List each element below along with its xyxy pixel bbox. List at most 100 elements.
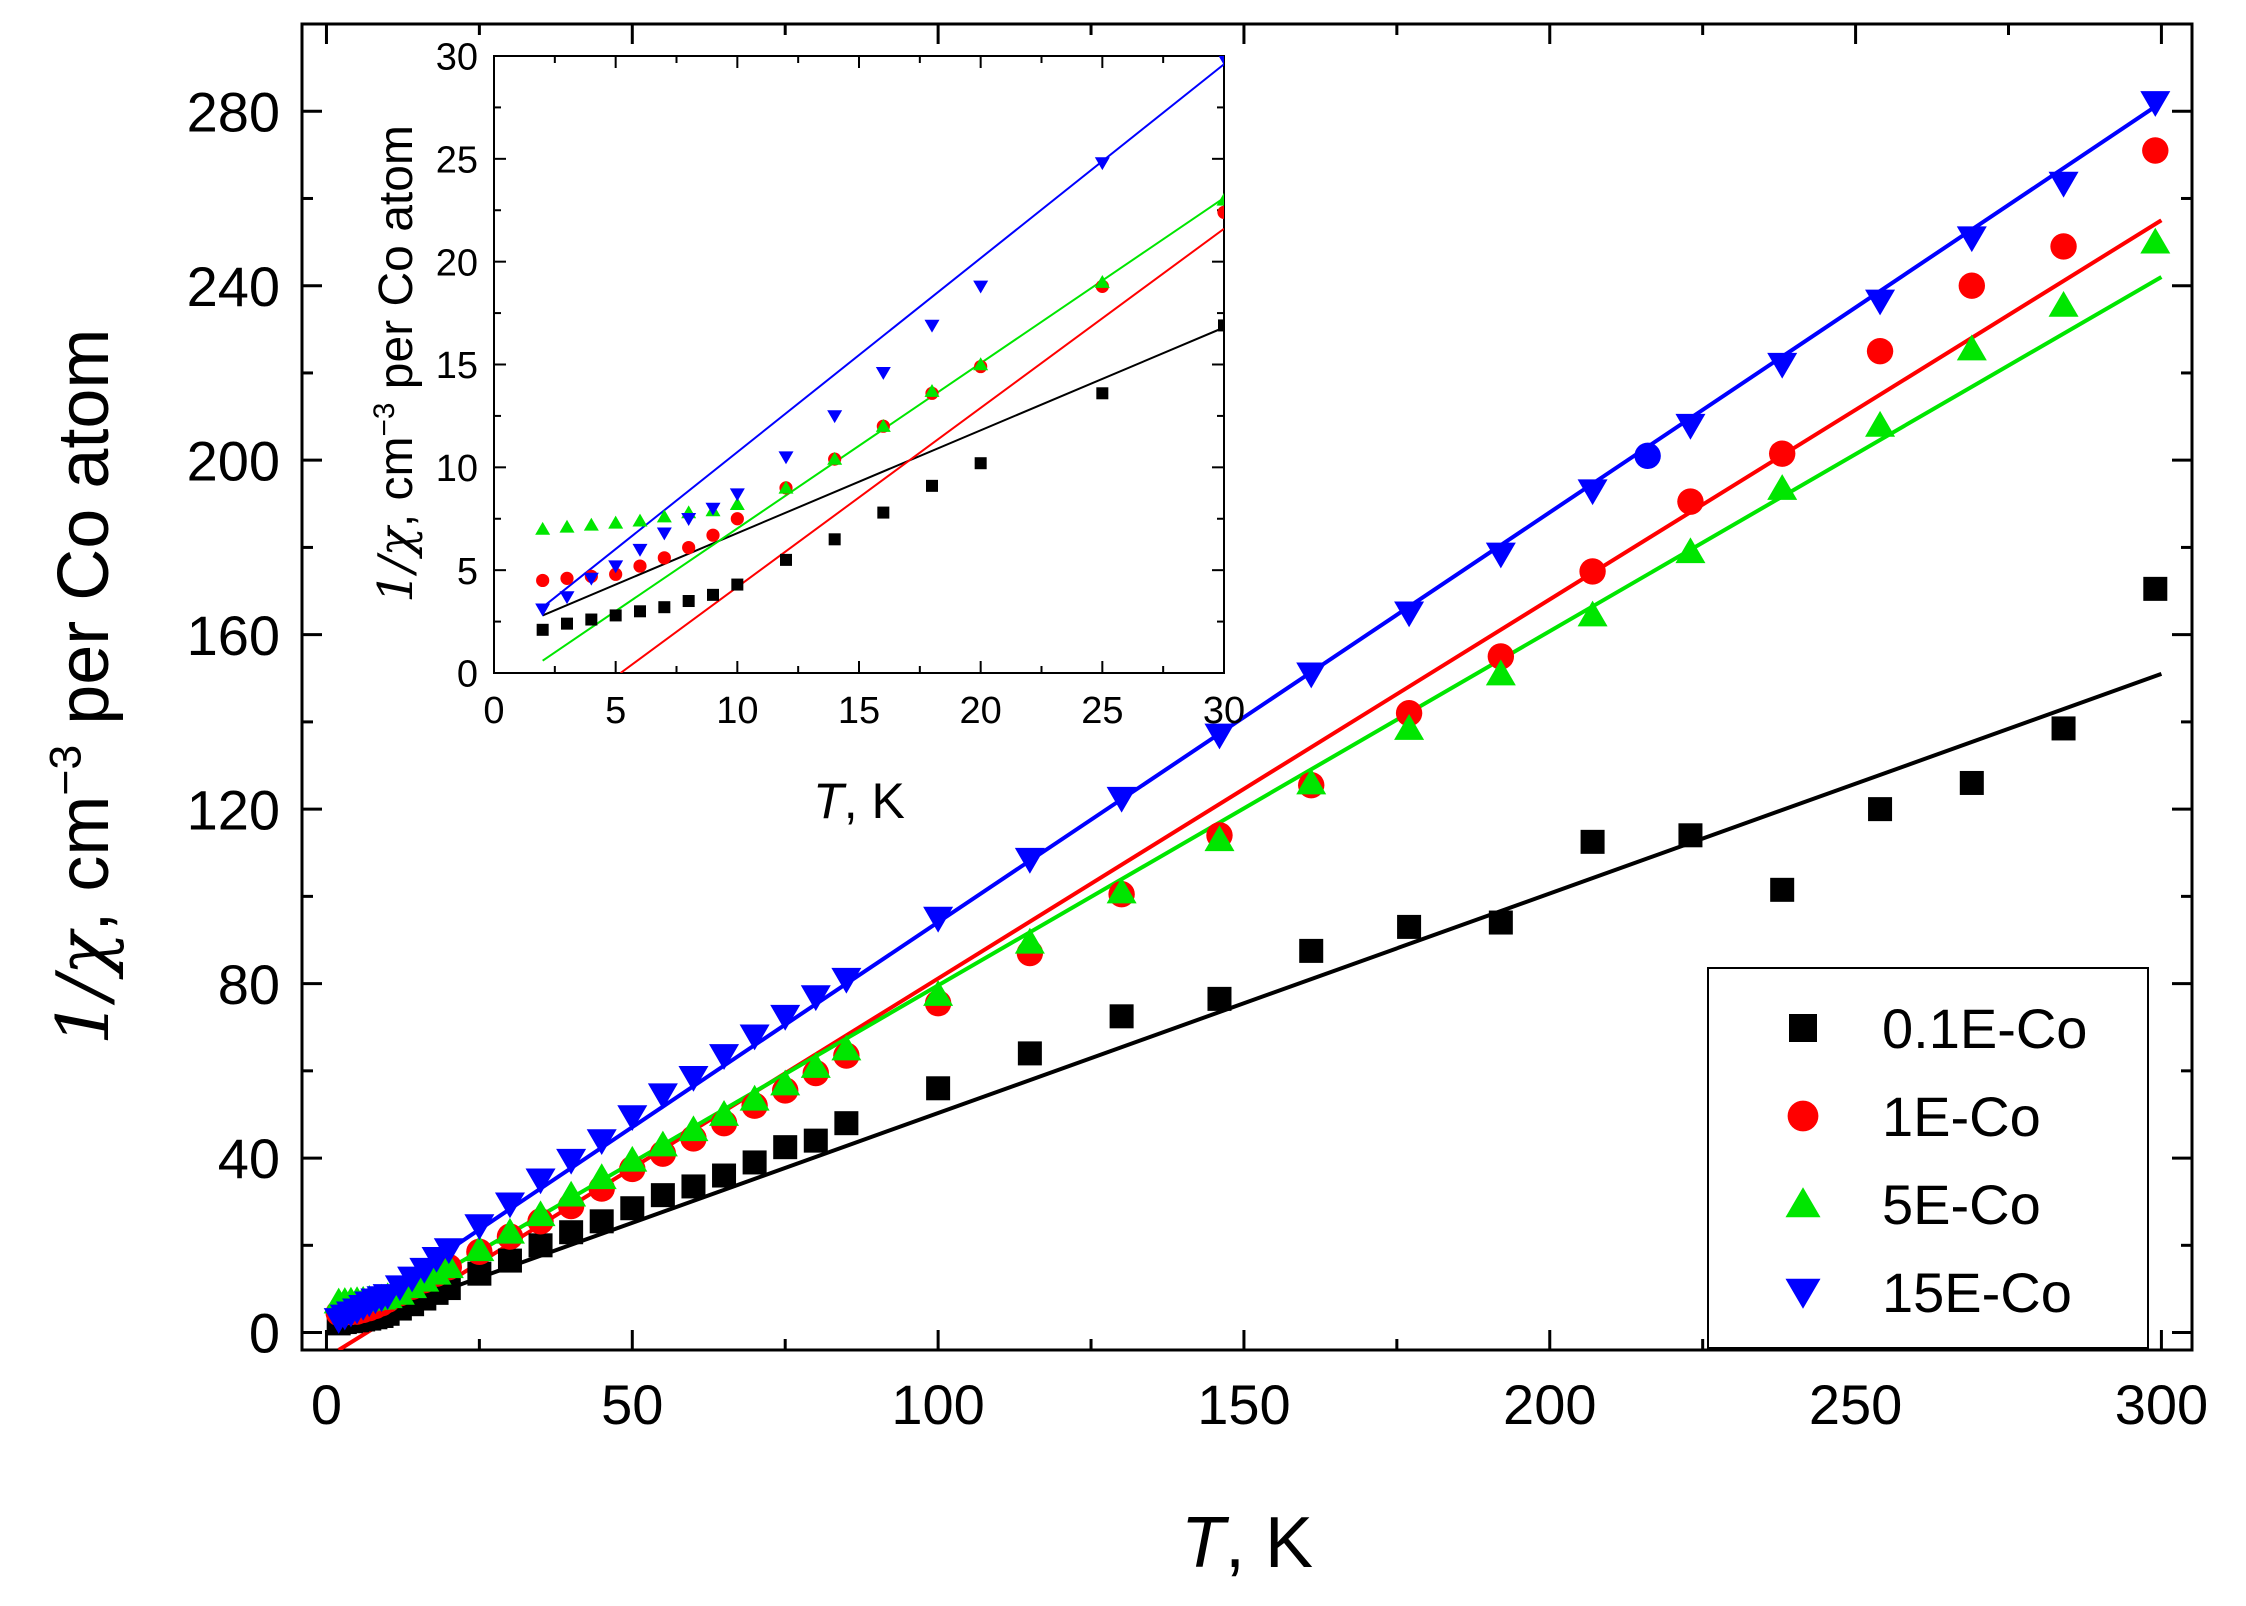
main-point-0.1E-Co [559,1220,584,1245]
main-y-tick-label: 240 [187,255,280,318]
inset-point-0.1E-Co [926,479,938,492]
main-point-5E-Co [1296,768,1327,795]
main-point-5E-Co [2048,290,2079,317]
main-extra-point [1634,442,1661,470]
main-point-5E-Co [1956,334,1987,361]
main-point-5E-Co [586,1163,617,1190]
inset-point-15E-Co [583,572,599,586]
inset-point-5E-Co [973,357,989,371]
inset-y-tick-label: 20 [436,242,478,284]
inset-point-0.1E-Co [707,588,719,601]
inset-series-0.1E-Co [536,319,1224,636]
inset-point-5E-Co [559,519,575,533]
main-point-5E-Co [617,1145,648,1172]
inset-fit-line-0.1E-Co [542,326,1224,617]
inset-series-5E-Co [535,192,1224,535]
main-point-0.1E-Co [2143,576,2168,601]
inset-point-15E-Co [875,367,891,380]
inset-point-5E-Co [1094,275,1110,288]
main-point-0.1E-Co [1580,829,1605,854]
main-point-0.1E-Co [1397,914,1422,939]
inset-point-1E-Co [609,567,623,581]
inset-fit-line-1E-Co [619,227,1224,673]
main-point-15E-Co [2140,91,2171,117]
inset-point-1E-Co [730,512,744,526]
main-point-0.1E-Co [742,1150,767,1175]
main-y-tick-label: 200 [187,429,280,492]
main-point-15E-Co [647,1083,678,1110]
main-point-15E-Co [831,967,862,994]
main-point-15E-Co [525,1168,556,1195]
main-point-15E-Co [709,1044,740,1070]
main-point-15E-Co [739,1024,770,1051]
main-point-0.1E-Co [1770,877,1795,902]
inset-point-15E-Co [827,410,843,424]
inset-point-15E-Co [632,543,648,557]
axis-labels: T, K 1/χ, cm−3 per Co atom T, K 1/χ, cm−3 p… [41,125,1313,1583]
legend-marker-5E-Co [1785,1187,1821,1218]
main-point-15E-Co [1577,479,1608,506]
inset-point-5E-Co [827,451,843,465]
main-point-15E-Co [464,1214,495,1241]
main-y-tick-label: 80 [218,953,280,1016]
inset-point-0.1E-Co [828,533,841,546]
main-point-0.1E-Co [773,1135,798,1160]
main-point-0.1E-Co [650,1183,675,1208]
inset-point-15E-Co [535,603,551,617]
main-point-0.1E-Co [834,1111,859,1136]
inset-point-0.1E-Co [585,613,598,626]
inset-point-5E-Co [1216,192,1224,206]
main-point-0.1E-Co [803,1128,828,1153]
main-point-0.1E-Co [1678,823,1703,848]
inset-point-0.1E-Co [536,623,549,636]
main-point-5E-Co [1577,600,1608,627]
main-point-5E-Co [1675,537,1706,564]
main-point-0.1E-Co [712,1163,737,1188]
inset-background [494,56,1224,673]
main-point-0.1E-Co [1207,986,1232,1011]
legend: 0.1E-Co 1E-Co 5E-Co 15E-Co [1707,967,2149,1349]
main-point-0.1E-Co [1488,910,1513,935]
main-x-tick-label: 0 [311,1373,342,1436]
main-y-tick-label: 160 [187,604,280,667]
main-point-15E-Co [1767,352,1798,379]
main-y-axis-title: 1/χ, cm−3 per Co atom [41,329,125,1046]
inset-x-tick-label: 20 [960,690,1002,732]
inset-series-15E-Co [535,56,1224,617]
main-x-tick-label: 50 [601,1373,663,1436]
main-point-0.1E-Co [589,1209,614,1234]
inset-point-0.1E-Co [682,595,695,608]
main-point-5E-Co [525,1200,556,1227]
inset-point-0.1E-Co [877,506,890,519]
main-point-15E-Co [617,1105,648,1132]
main-point-15E-Co [770,1004,801,1031]
main-point-15E-Co [800,985,831,1012]
inset-x-tick-label: 30 [1203,690,1245,732]
inset-y-tick-label: 0 [457,654,478,696]
inset-point-15E-Co [681,513,697,526]
inset-y-tick-label: 5 [457,551,478,593]
inset-y-axis-title: 1/χ, cm−3 per Co atom [368,125,424,603]
main-x-tick-label: 200 [1503,1373,1596,1436]
inset-point-0.1E-Co [561,617,573,630]
legend-label: 1E-Co [1882,1085,2041,1148]
inset-point-1E-Co [536,573,550,588]
main-point-15E-Co [923,906,954,933]
main-x-tick-label: 150 [1197,1373,1290,1436]
main-point-0.1E-Co [1017,1041,1042,1066]
main-point-5E-Co [770,1069,801,1096]
main-point-1E-Co [1487,643,1515,670]
inset-point-15E-Co [778,451,794,465]
main-point-1E-Co [1579,558,1606,585]
main-point-5E-Co [1106,877,1137,904]
inset-point-1E-Co [633,559,647,573]
main-point-0.1E-Co [1109,1004,1134,1029]
main-point-1E-Co [1395,699,1423,727]
main-point-5E-Co [1767,474,1798,500]
legend-label: 0.1E-Co [1882,997,2087,1060]
inset-point-15E-Co [1218,56,1224,66]
main-y-tick-label: 40 [218,1127,280,1190]
inset-point-15E-Co [1094,157,1110,171]
main-point-5E-Co [739,1084,770,1111]
main-point-15E-Co [494,1192,525,1219]
